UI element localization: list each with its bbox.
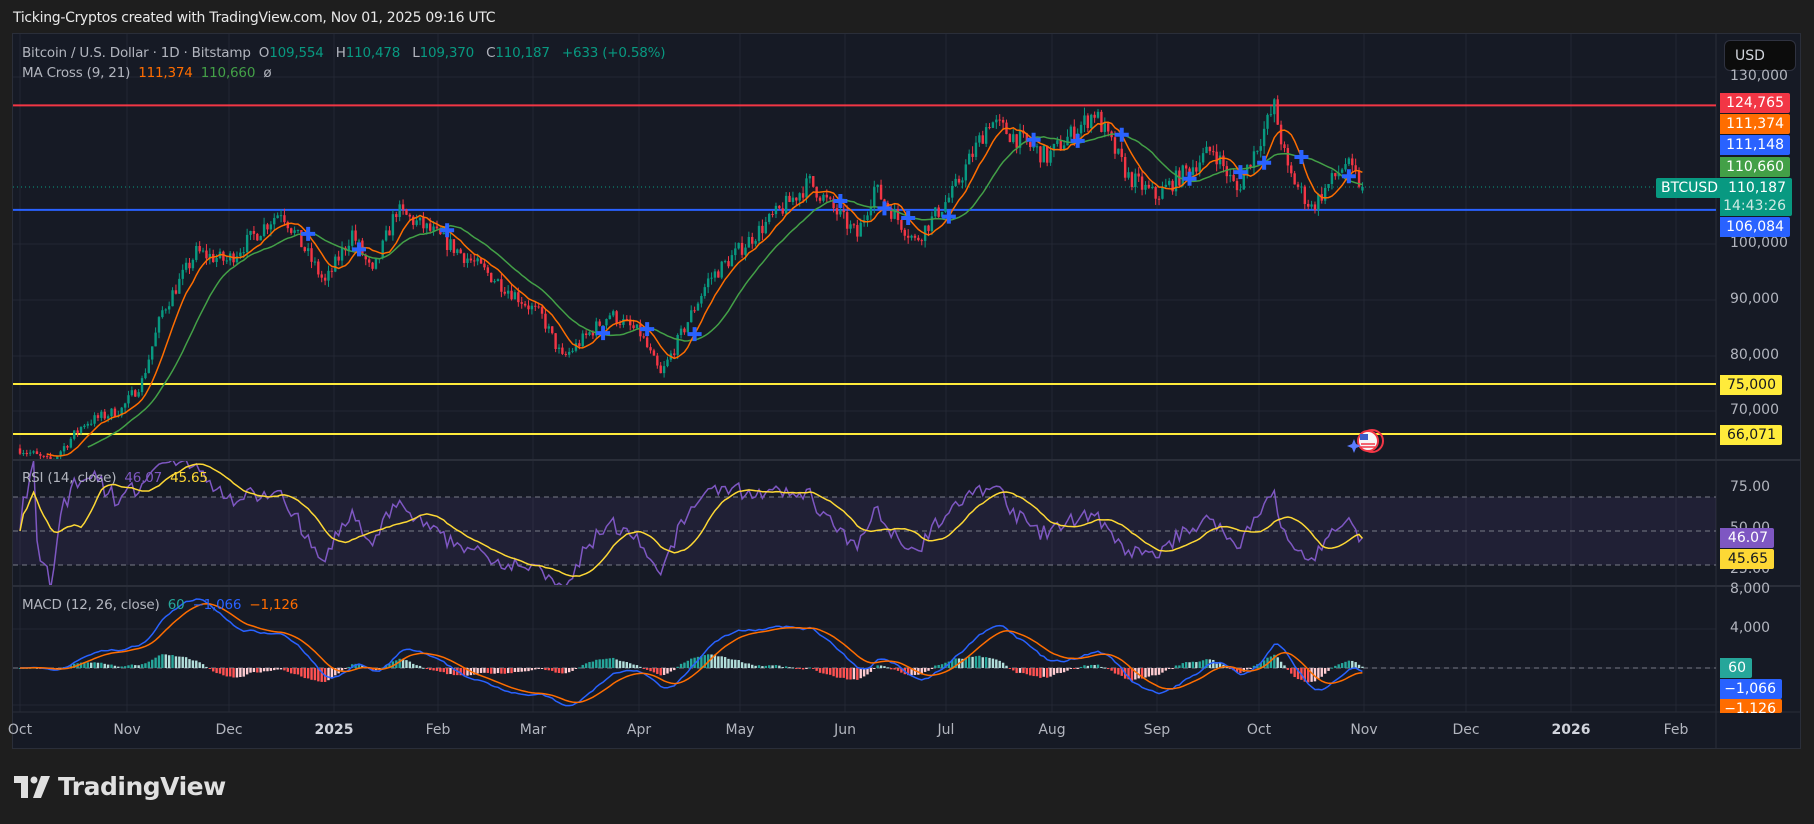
macd-signal-tag: −1,126 <box>1720 699 1782 713</box>
ma-fast-price-tag: 111,374 <box>1720 114 1790 134</box>
support-blue-price-tag: 106,084 <box>1720 217 1790 237</box>
level-price-tag: 111,148 <box>1720 135 1790 155</box>
rsi-pane <box>13 461 1716 585</box>
rsi-legend: RSI (14, close) 46.07 45.65 <box>22 470 212 486</box>
time-tick: Nov <box>113 722 141 738</box>
rsi-value: 46.07 <box>124 470 163 486</box>
time-tick: Feb <box>1663 722 1689 738</box>
price-tick-80000: 80,000 <box>1730 347 1779 363</box>
tradingview-logo-icon <box>14 775 50 798</box>
us-flag-event-icon <box>1347 429 1384 453</box>
macd-legend: MACD (12, 26, close) 60 −1,066 −1,126 <box>22 597 302 613</box>
gridlines <box>13 34 1716 712</box>
symbol-title[interactable]: Bitcoin / U.S. Dollar · 1D · Bitstamp <box>22 45 251 61</box>
rsi-value-tag: 46.07 <box>1720 528 1774 548</box>
rsi-tick-75: 75.00 <box>1730 479 1771 495</box>
currency-button[interactable]: USD <box>1724 40 1796 71</box>
symbol-legend: Bitcoin / U.S. Dollar · 1D · Bitstamp O1… <box>22 45 669 61</box>
bar-countdown: 14:43:26 <box>1723 198 1786 214</box>
ma-cross-extra: ø <box>263 65 272 81</box>
price-tick-100000: 100,000 <box>1730 235 1788 251</box>
support-66071-price-tag: 66,071 <box>1720 425 1782 445</box>
tradingview-logo[interactable]: TradingView <box>14 772 226 801</box>
symbol-tag: BTCUSD <box>1656 178 1724 198</box>
macd-value: −1,066 <box>192 597 242 613</box>
resistance-price-tag: 124,765 <box>1720 93 1790 113</box>
macd-hist-value: 60 <box>167 597 185 613</box>
price-tick-70000: 70,000 <box>1730 402 1779 418</box>
time-tick: 2025 <box>314 722 354 738</box>
time-tick: Dec <box>1452 722 1480 738</box>
support-75000-price-tag: 75,000 <box>1720 375 1782 395</box>
time-tick: Sep <box>1143 722 1171 738</box>
time-tick: Mar <box>519 722 547 738</box>
candles <box>13 95 1716 459</box>
rsi-ma-value-tag: 45.65 <box>1720 549 1774 569</box>
ohlc-low: L109,370 <box>412 45 474 61</box>
ma-slow-price-tag: 110,660 <box>1720 157 1790 177</box>
time-tick: Jun <box>834 722 856 738</box>
ohlc-close: C110,187 <box>486 45 550 61</box>
time-tick: Jul <box>937 722 955 738</box>
chart-caption: Ticking-Cryptos created with TradingView… <box>13 10 496 26</box>
time-tick: Dec <box>215 722 243 738</box>
time-tick: 2026 <box>1551 722 1591 738</box>
macd-title[interactable]: MACD (12, 26, close) <box>22 597 160 613</box>
time-tick: Aug <box>1038 722 1066 738</box>
ma-fast-value: 111,374 <box>138 65 193 81</box>
time-tick: Nov <box>1350 722 1378 738</box>
time-tick: Feb <box>425 722 451 738</box>
chart-frame[interactable] <box>12 33 1801 749</box>
time-tick: May <box>725 722 755 738</box>
macd-tick-8000: 8,000 <box>1730 581 1771 597</box>
ma-cross-legend: MA Cross (9, 21) 111,374 110,660 ø <box>22 65 275 81</box>
price-tick-90000: 90,000 <box>1730 291 1779 307</box>
ohlc-open: O109,554 <box>258 45 324 61</box>
macd-signal-value: −1,126 <box>249 597 299 613</box>
time-tick: Oct <box>1246 722 1272 738</box>
ohlc-change: +633 (+0.58%) <box>561 45 666 61</box>
macd-pane <box>13 598 1716 707</box>
macd-line-tag: −1,066 <box>1720 679 1782 699</box>
last-price-value: 110,187 <box>1728 180 1786 196</box>
ma-cross-title[interactable]: MA Cross (9, 21) <box>22 65 131 81</box>
time-tick: Apr <box>626 722 652 738</box>
time-tick: Oct <box>7 722 33 738</box>
price-tick-130000: 130,000 <box>1730 68 1788 84</box>
last-price-tag: 110,187 14:43:26 <box>1720 178 1792 216</box>
rsi-title[interactable]: RSI (14, close) <box>22 470 117 486</box>
ohlc-high: H110,478 <box>335 45 401 61</box>
macd-hist-tag: 60 <box>1720 658 1752 678</box>
rsi-ma-value: 45.65 <box>170 470 208 486</box>
macd-tick-4000: 4,000 <box>1730 620 1771 636</box>
brand-name: TradingView <box>58 772 226 801</box>
ma-slow-value: 110,660 <box>200 65 256 81</box>
